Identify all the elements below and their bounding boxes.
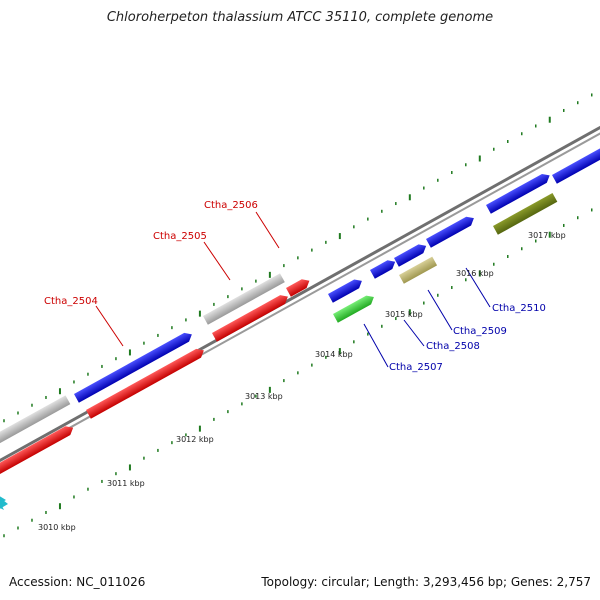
gene-blue-2[interactable] bbox=[486, 171, 552, 214]
gene-track bbox=[0, 143, 600, 510]
gene-label-ctha-2506: Ctha_2506 bbox=[204, 200, 258, 211]
map-title: Chloroherpeton thalassium ATCC 35110, co… bbox=[106, 10, 494, 25]
gene-ctha-2509-blue[interactable] bbox=[394, 242, 429, 267]
gene-ctha-2510[interactable] bbox=[493, 193, 558, 235]
kbp-label-3015: 3015 kbp bbox=[385, 310, 423, 319]
gene-label-ctha-2505: Ctha_2505 bbox=[153, 231, 207, 242]
genome-summary-text: Topology: circular; Length: 3,293,456 bp… bbox=[261, 575, 591, 589]
kbp-label-3012: 3012 kbp bbox=[176, 435, 214, 444]
gene-label-ctha-2507: Ctha_2507 bbox=[389, 362, 443, 373]
gene-label-ctha-2510: Ctha_2510 bbox=[492, 303, 546, 314]
kbp-label-3013: 3013 kbp bbox=[245, 392, 283, 401]
gene-ctha-2507[interactable] bbox=[333, 293, 376, 323]
kbp-label-3016: 3016 kbp bbox=[456, 269, 494, 278]
gene-ctha-2508[interactable] bbox=[370, 257, 398, 279]
gene-ctha-2509[interactable] bbox=[399, 256, 438, 284]
kbp-labels: 3010 kbp 3011 kbp 3012 kbp 3013 kbp 3014… bbox=[38, 231, 566, 532]
gene-ctha-2504[interactable] bbox=[74, 330, 194, 403]
gene-cyan-edge[interactable] bbox=[0, 494, 8, 510]
gene-red-3[interactable] bbox=[212, 292, 290, 342]
outer-tick-row bbox=[3, 93, 593, 423]
gene-blue-4[interactable] bbox=[552, 143, 600, 184]
gene-red-4[interactable] bbox=[286, 276, 312, 297]
callout-lines bbox=[95, 211, 491, 368]
gene-ctha-2507-top[interactable] bbox=[328, 277, 364, 303]
accession-text: Accession: NC_011026 bbox=[9, 575, 146, 589]
gene-ctha-2505[interactable] bbox=[86, 346, 206, 419]
gene-red-1[interactable] bbox=[0, 423, 76, 476]
gene-gray-1[interactable] bbox=[0, 395, 71, 449]
kbp-label-3017: 3017 kbp bbox=[528, 231, 566, 240]
kbp-label-3014: 3014 kbp bbox=[315, 350, 353, 359]
gene-blue-3[interactable] bbox=[426, 214, 476, 248]
gene-label-ctha-2509: Ctha_2509 bbox=[453, 326, 507, 337]
gene-label-ctha-2508: Ctha_2508 bbox=[426, 341, 480, 352]
gene-ctha-2506[interactable] bbox=[203, 273, 285, 325]
kbp-label-3010: 3010 kbp bbox=[38, 523, 76, 532]
kbp-label-3011: 3011 kbp bbox=[107, 479, 145, 488]
gene-label-ctha-2504: Ctha_2504 bbox=[44, 296, 98, 307]
gene-labels: Ctha_2504 Ctha_2505 Ctha_2506 Ctha_2507 … bbox=[44, 200, 546, 373]
inner-tick-row bbox=[3, 208, 593, 538]
